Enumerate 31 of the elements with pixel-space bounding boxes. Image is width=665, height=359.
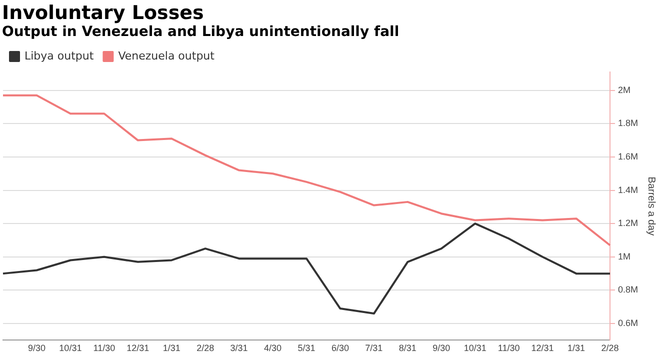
legend-label: Libya output [24, 49, 94, 62]
x-tick-label: 12/31 [126, 343, 150, 354]
x-tick-label: 6/30 [331, 343, 349, 354]
y-tick-label: 2M [618, 84, 631, 95]
y-tick-label: 1M [618, 251, 631, 262]
legend-label: Venezuela output [118, 49, 216, 62]
x-tick-label: 3/31 [230, 343, 248, 354]
y-axis-title: Barrels a day [645, 176, 656, 236]
x-tick-label: 10/31 [464, 343, 486, 354]
y-tick-label: 1.4M [618, 184, 638, 195]
x-tick-label: 11/30 [93, 343, 116, 354]
x-tick-label: 9/30 [432, 343, 450, 354]
x-tick-label: 7/31 [365, 343, 383, 354]
x-tick-label: 1/31 [568, 343, 586, 354]
y-tick-label: 1.6M [618, 151, 638, 162]
chart-title: Involuntary Losses [2, 2, 205, 24]
y-tick-label: 0.8M [618, 284, 638, 295]
x-tick-label: 9/30 [28, 343, 46, 354]
x-tick-label: 5/31 [298, 343, 316, 354]
y-tick-label: 0.6M [618, 318, 638, 328]
x-tick-label: 2/28 [196, 343, 214, 354]
x-tick-label: 11/30 [498, 343, 520, 354]
x-tick-label: 8/31 [398, 343, 416, 354]
x-tick-label: 4/30 [264, 343, 282, 354]
x-tick-label: 1/31 [162, 343, 180, 354]
y-tick-label: 1.2M [618, 218, 638, 228]
x-tick-label: 2/28 [601, 343, 619, 354]
chart-subtitle: Output in Venezuela and Libya unintentionally fall [2, 24, 400, 41]
x-tick-label: 10/31 [59, 343, 82, 354]
x-tick-label: 12/31 [531, 343, 554, 354]
y-tick-label: 1.8M [618, 118, 638, 128]
